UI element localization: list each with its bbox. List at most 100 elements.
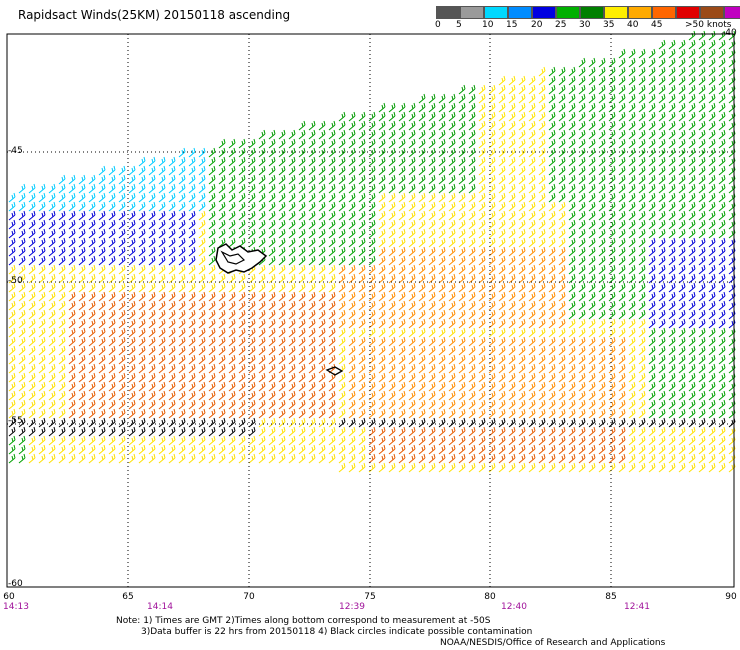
wind-barb xyxy=(348,462,356,473)
wind-barb xyxy=(28,246,36,257)
wind-barb xyxy=(348,453,356,464)
wind-barb xyxy=(278,354,286,365)
wind-barb xyxy=(718,48,726,59)
wind-barb xyxy=(478,138,486,149)
wind-barb xyxy=(218,417,226,428)
wind-barb xyxy=(478,372,486,383)
wind-barb xyxy=(558,219,566,230)
wind-barb xyxy=(568,327,576,338)
wind-barb xyxy=(418,309,426,320)
wind-barb xyxy=(258,183,266,194)
wind-barb xyxy=(458,426,466,437)
wind-barb xyxy=(428,453,436,464)
wind-barb xyxy=(8,246,16,257)
wind-barb xyxy=(628,183,636,194)
wind-barb xyxy=(538,120,546,131)
wind-barb xyxy=(678,336,686,347)
wind-barb xyxy=(168,201,176,212)
wind-barb xyxy=(58,381,66,392)
wind-barb xyxy=(368,363,376,374)
wind-barb xyxy=(208,444,216,455)
wind-barb xyxy=(668,120,676,131)
wind-barb xyxy=(408,264,416,275)
wind-barb xyxy=(508,408,516,419)
wind-barb xyxy=(248,426,256,437)
wind-barb xyxy=(268,210,276,221)
wind-barb xyxy=(588,300,596,311)
wind-barb xyxy=(568,417,576,428)
wind-barb xyxy=(708,372,716,383)
wind-barb xyxy=(278,147,286,158)
wind-barb xyxy=(508,273,516,284)
wind-barb xyxy=(468,201,476,212)
wind-barb xyxy=(688,444,696,455)
wind-barb xyxy=(318,300,326,311)
wind-barb xyxy=(628,156,636,167)
wind-barb xyxy=(408,147,416,158)
wind-barb xyxy=(528,309,536,320)
wind-barb xyxy=(528,435,536,446)
wind-barb xyxy=(628,210,636,221)
wind-barb xyxy=(668,75,676,86)
wind-barb xyxy=(648,66,656,77)
wind-barb xyxy=(98,291,106,302)
wind-barb xyxy=(538,399,546,410)
wind-barb xyxy=(58,372,66,383)
wind-barb xyxy=(378,426,386,437)
wind-barb xyxy=(468,408,476,419)
wind-barb xyxy=(268,363,276,374)
wind-barb xyxy=(548,210,556,221)
wind-barb xyxy=(118,363,126,374)
wind-barb xyxy=(678,219,686,230)
wind-barb xyxy=(638,444,646,455)
wind-barb xyxy=(268,453,276,464)
wind-barb xyxy=(268,156,276,167)
wind-barb xyxy=(538,93,546,104)
wind-barb xyxy=(158,372,166,383)
wind-barb xyxy=(408,237,416,248)
wind-barb xyxy=(128,372,136,383)
wind-barb xyxy=(298,174,306,185)
wind-barb xyxy=(208,201,216,212)
wind-barb xyxy=(688,264,696,275)
wind-barb xyxy=(648,156,656,167)
wind-barb xyxy=(688,192,696,203)
wind-barb xyxy=(458,138,466,149)
wind-barb xyxy=(98,417,106,428)
wind-barb xyxy=(538,372,546,383)
wind-barb xyxy=(388,390,396,401)
wind-barb xyxy=(278,417,286,428)
wind-barb xyxy=(298,120,306,131)
wind-barb xyxy=(618,75,626,86)
wind-barb xyxy=(618,93,626,104)
wind-barb xyxy=(718,363,726,374)
wind-barb xyxy=(568,93,576,104)
wind-barb xyxy=(508,228,516,239)
wind-barb xyxy=(298,300,306,311)
wind-barb xyxy=(698,327,706,338)
wind-barb xyxy=(318,453,326,464)
wind-barb xyxy=(488,336,496,347)
wind-barb xyxy=(458,183,466,194)
wind-barb xyxy=(478,111,486,122)
wind-barb xyxy=(388,174,396,185)
wind-barb xyxy=(488,444,496,455)
wind-barb xyxy=(508,210,516,221)
wind-barb xyxy=(688,354,696,365)
wind-barb xyxy=(108,237,116,248)
wind-barb xyxy=(138,156,146,167)
wind-barb xyxy=(648,174,656,185)
wind-barb xyxy=(268,354,276,365)
wind-barb xyxy=(688,345,696,356)
wind-barb xyxy=(48,309,56,320)
wind-barb xyxy=(478,453,486,464)
wind-barb xyxy=(148,255,156,266)
wind-barb xyxy=(688,453,696,464)
wind-barb xyxy=(658,336,666,347)
wind-barb xyxy=(18,372,26,383)
wind-barb xyxy=(398,300,406,311)
wind-barb xyxy=(488,363,496,374)
wind-barb xyxy=(468,345,476,356)
wind-barb xyxy=(688,129,696,140)
wind-barb xyxy=(108,435,116,446)
